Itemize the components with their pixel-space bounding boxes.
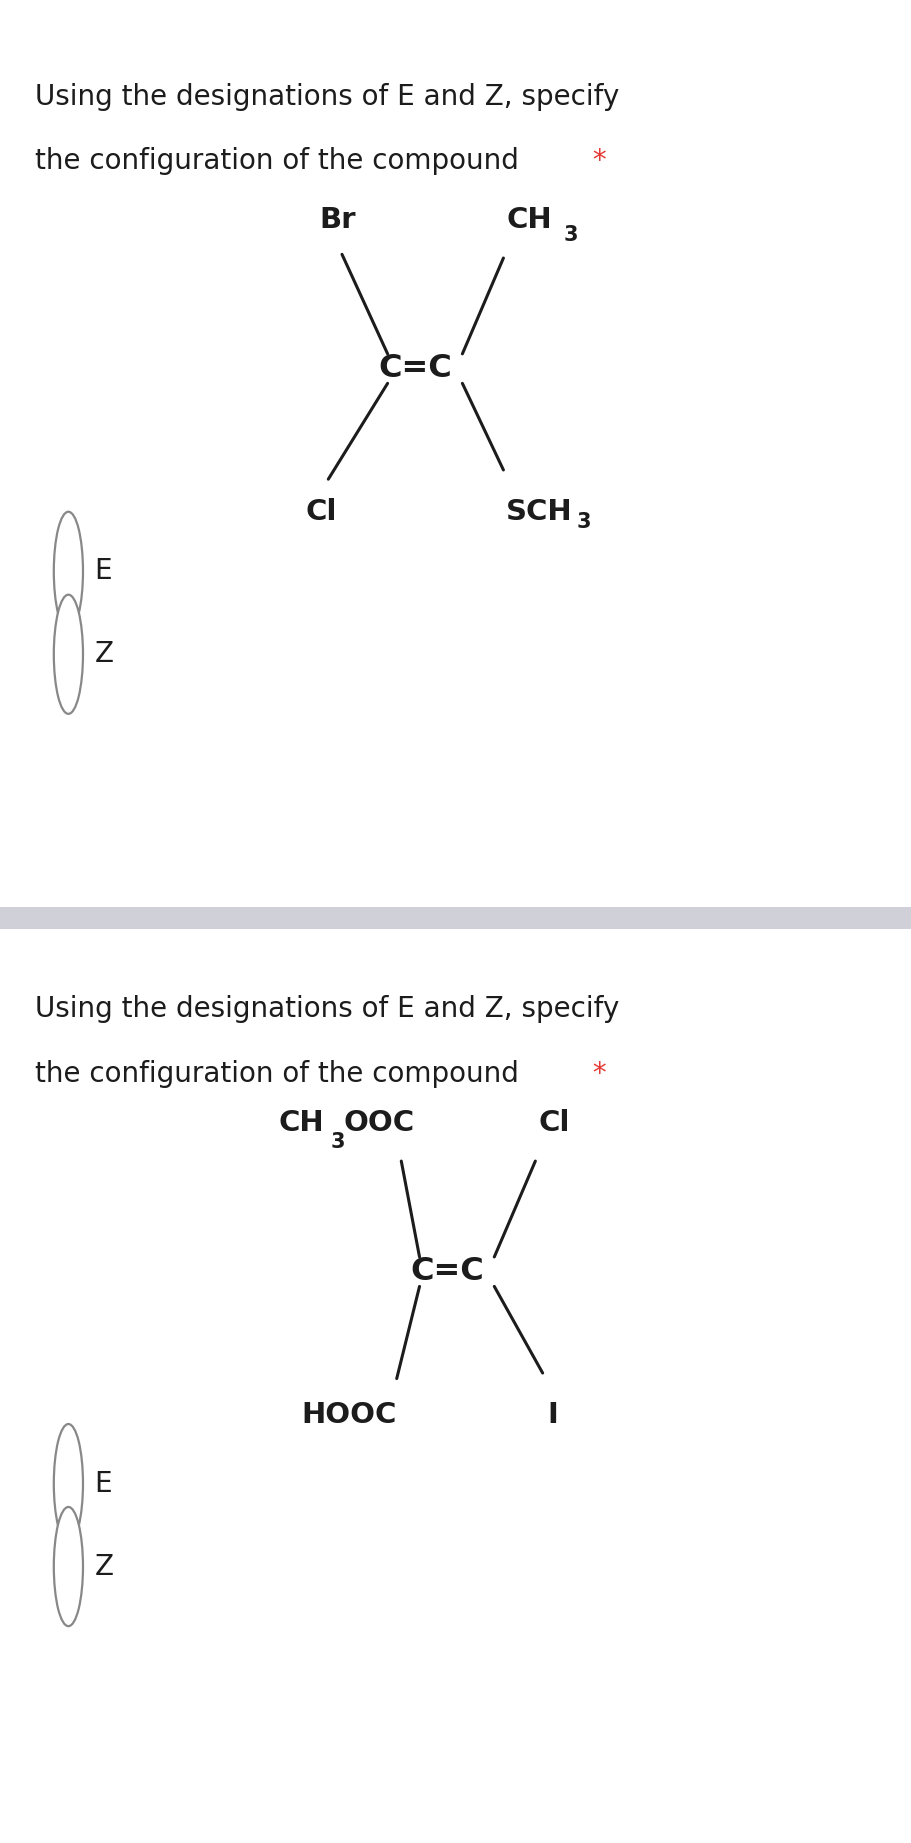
Bar — [0, 907, 911, 929]
Bar — [0, 0, 911, 912]
Text: Br: Br — [319, 206, 355, 234]
Text: Using the designations of E and Z, specify: Using the designations of E and Z, speci… — [35, 995, 619, 1023]
Ellipse shape — [54, 595, 83, 713]
Text: HOOC: HOOC — [301, 1401, 396, 1428]
Text: CH: CH — [278, 1109, 323, 1137]
Text: 3: 3 — [563, 225, 578, 245]
Text: the configuration of the compound: the configuration of the compound — [35, 1060, 518, 1087]
Text: *: * — [583, 147, 606, 175]
Text: Z: Z — [95, 1552, 114, 1581]
Text: the configuration of the compound: the configuration of the compound — [35, 147, 518, 175]
Text: CH: CH — [506, 206, 551, 234]
Text: Z: Z — [95, 640, 114, 669]
Text: Using the designations of E and Z, specify: Using the designations of E and Z, speci… — [35, 83, 619, 111]
Text: 3: 3 — [331, 1132, 345, 1152]
Bar — [0, 929, 911, 1843]
Text: E: E — [95, 1469, 112, 1498]
Text: OOC: OOC — [343, 1109, 415, 1137]
Ellipse shape — [54, 1508, 83, 1626]
Text: Cl: Cl — [305, 498, 337, 525]
Text: *: * — [583, 1060, 606, 1087]
Text: C=C: C=C — [410, 1257, 483, 1286]
Text: 3: 3 — [576, 512, 590, 533]
Text: Cl: Cl — [537, 1109, 569, 1137]
Ellipse shape — [54, 1425, 83, 1543]
Text: SCH: SCH — [506, 498, 572, 525]
Text: E: E — [95, 557, 112, 586]
Text: I: I — [547, 1401, 558, 1428]
Ellipse shape — [54, 512, 83, 630]
Text: C=C: C=C — [378, 354, 451, 383]
